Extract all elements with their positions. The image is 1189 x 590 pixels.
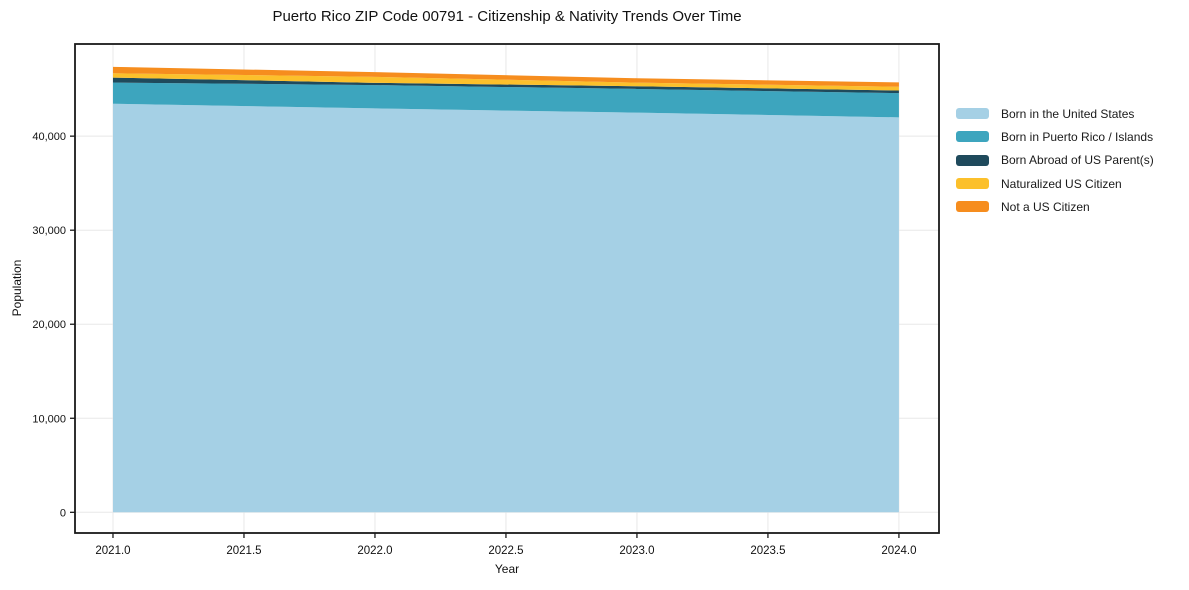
- area-born-in-puerto-rico-islands: [112, 82, 899, 118]
- legend-swatch: [956, 131, 989, 143]
- y-tick-label: 0: [60, 507, 66, 519]
- legend-swatch: [956, 201, 989, 213]
- legend-swatch: [956, 178, 989, 190]
- y-tick-label: 10,000: [32, 413, 66, 425]
- legend-swatch: [956, 154, 989, 166]
- x-tick-label: 2022.5: [488, 545, 523, 557]
- legend-label: Naturalized US Citizen: [1001, 176, 1122, 191]
- x-tick-label: 2023.0: [619, 545, 654, 557]
- legend-swatch: [956, 108, 989, 120]
- legend-label: Born in the United States: [1001, 106, 1135, 121]
- legend-item: Born in Puerto Rico / Islands: [956, 125, 1154, 148]
- legend-item: Born in the United States: [956, 102, 1154, 125]
- chart-title: Puerto Rico ZIP Code 00791 - Citizenship…: [272, 8, 742, 25]
- x-axis-title: Year: [494, 562, 520, 576]
- x-tick-label: 2021.0: [95, 545, 130, 557]
- legend-label: Born Abroad of US Parent(s): [1001, 153, 1154, 168]
- axis-ticks: 2021.0 2021.5 2022.0 2022.5 2023.0 2023.5 2024…: [32, 131, 916, 557]
- y-tick-label: 20,000: [32, 319, 66, 331]
- legend-item: Not a US Citizen: [956, 195, 1154, 218]
- legend-label: Born in Puerto Rico / Islands: [1001, 129, 1154, 144]
- area-not-a-us-citizen: [112, 66, 899, 87]
- legend-item: Naturalized US Citizen: [956, 172, 1154, 195]
- x-tick-label: 2022.0: [357, 545, 392, 557]
- stacked-areas: [112, 66, 899, 513]
- area-naturalized-us-citizen: [112, 73, 899, 91]
- legend-label: Not a US Citizen: [1001, 199, 1090, 214]
- x-tick-label: 2021.5: [226, 545, 261, 557]
- y-axis-title: Population: [10, 259, 24, 317]
- y-tick-label: 30,000: [32, 225, 66, 237]
- legend-item: Born Abroad of US Parent(s): [956, 149, 1154, 172]
- area-born-abroad-of-us-parent-s: [112, 77, 899, 94]
- y-tick-label: 40,000: [32, 131, 66, 143]
- legend: Born in the United States Born in Puerto …: [956, 102, 1154, 218]
- x-tick-label: 2023.5: [750, 545, 785, 557]
- area-born-in-the-united-states: [112, 103, 899, 513]
- plot-border: [74, 43, 940, 534]
- x-tick-label: 2024.0: [881, 545, 916, 557]
